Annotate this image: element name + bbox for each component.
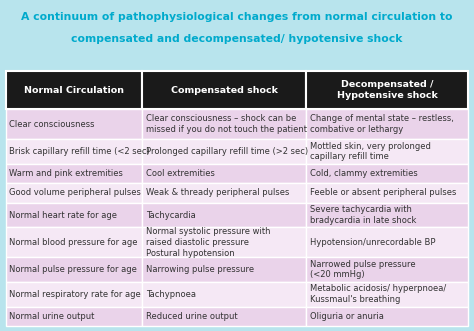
- Text: Hypotension/unrecordable BP: Hypotension/unrecordable BP: [310, 238, 436, 247]
- Text: Feeble or absent peripheral pulses: Feeble or absent peripheral pulses: [310, 188, 456, 198]
- FancyBboxPatch shape: [142, 139, 306, 164]
- FancyBboxPatch shape: [142, 282, 306, 307]
- Text: Cool extremities: Cool extremities: [146, 169, 215, 178]
- Text: Normal Circulation: Normal Circulation: [24, 86, 124, 95]
- Text: Normal heart rate for age: Normal heart rate for age: [9, 211, 118, 219]
- FancyBboxPatch shape: [306, 227, 468, 257]
- Text: Decompensated /
Hypotensive shock: Decompensated / Hypotensive shock: [337, 80, 438, 100]
- FancyBboxPatch shape: [142, 307, 306, 326]
- Text: Compensated shock: Compensated shock: [171, 86, 278, 95]
- Text: Normal systolic pressure with
raised diastolic pressure
Postural hypotension: Normal systolic pressure with raised dia…: [146, 227, 271, 258]
- FancyBboxPatch shape: [306, 282, 468, 307]
- Text: Narrowing pulse pressure: Narrowing pulse pressure: [146, 265, 254, 274]
- Text: Narrowed pulse pressure
(<20 mmHg): Narrowed pulse pressure (<20 mmHg): [310, 260, 416, 279]
- Text: Normal pulse pressure for age: Normal pulse pressure for age: [9, 265, 137, 274]
- Text: Tachycardia: Tachycardia: [146, 211, 196, 219]
- FancyBboxPatch shape: [142, 71, 306, 109]
- Text: Oliguria or anuria: Oliguria or anuria: [310, 312, 384, 321]
- Text: compensated and decompensated/ hypotensive shock: compensated and decompensated/ hypotensi…: [71, 34, 403, 44]
- FancyBboxPatch shape: [142, 183, 306, 203]
- Text: Brisk capillary refill time (<2 sec): Brisk capillary refill time (<2 sec): [9, 147, 150, 156]
- FancyBboxPatch shape: [306, 307, 468, 326]
- FancyBboxPatch shape: [306, 183, 468, 203]
- FancyBboxPatch shape: [142, 164, 306, 183]
- FancyBboxPatch shape: [6, 227, 142, 257]
- FancyBboxPatch shape: [306, 203, 468, 227]
- FancyBboxPatch shape: [306, 139, 468, 164]
- FancyBboxPatch shape: [6, 139, 142, 164]
- FancyBboxPatch shape: [6, 183, 142, 203]
- FancyBboxPatch shape: [306, 164, 468, 183]
- FancyBboxPatch shape: [6, 164, 142, 183]
- Text: Severe tachycardia with
bradycardia in late shock: Severe tachycardia with bradycardia in l…: [310, 205, 417, 225]
- Text: Cold, clammy extremities: Cold, clammy extremities: [310, 169, 418, 178]
- FancyBboxPatch shape: [6, 71, 142, 109]
- FancyBboxPatch shape: [306, 257, 468, 282]
- FancyBboxPatch shape: [6, 307, 142, 326]
- Text: Metabolic acidosis/ hyperpnoea/
Kussmaul's breathing: Metabolic acidosis/ hyperpnoea/ Kussmaul…: [310, 284, 447, 304]
- Text: Normal blood pressure for age: Normal blood pressure for age: [9, 238, 138, 247]
- FancyBboxPatch shape: [142, 203, 306, 227]
- FancyBboxPatch shape: [142, 257, 306, 282]
- FancyBboxPatch shape: [6, 257, 142, 282]
- FancyBboxPatch shape: [306, 109, 468, 139]
- FancyBboxPatch shape: [6, 203, 142, 227]
- FancyBboxPatch shape: [6, 109, 142, 139]
- Text: Change of mental state – restless,
combative or lethargy: Change of mental state – restless, comba…: [310, 114, 454, 134]
- Text: Warm and pink extremities: Warm and pink extremities: [9, 169, 123, 178]
- Text: Good volume peripheral pulses: Good volume peripheral pulses: [9, 188, 141, 198]
- Text: Mottled skin, very prolonged
capillary refill time: Mottled skin, very prolonged capillary r…: [310, 142, 431, 161]
- Text: Weak & thready peripheral pulses: Weak & thready peripheral pulses: [146, 188, 289, 198]
- FancyBboxPatch shape: [6, 282, 142, 307]
- Text: A continuum of pathophysiological changes from normal circulation to: A continuum of pathophysiological change…: [21, 12, 453, 22]
- Text: Normal respiratory rate for age: Normal respiratory rate for age: [9, 290, 141, 299]
- FancyBboxPatch shape: [142, 227, 306, 257]
- FancyBboxPatch shape: [142, 109, 306, 139]
- Text: Clear consciousness – shock can be
missed if you do not touch the patient: Clear consciousness – shock can be misse…: [146, 114, 307, 134]
- Text: Tachypnoea: Tachypnoea: [146, 290, 196, 299]
- Text: Normal urine output: Normal urine output: [9, 312, 95, 321]
- Text: Clear consciousness: Clear consciousness: [9, 120, 95, 129]
- FancyBboxPatch shape: [306, 71, 468, 109]
- Text: Prolonged capillary refill time (>2 sec): Prolonged capillary refill time (>2 sec): [146, 147, 308, 156]
- Text: Reduced urine output: Reduced urine output: [146, 312, 237, 321]
